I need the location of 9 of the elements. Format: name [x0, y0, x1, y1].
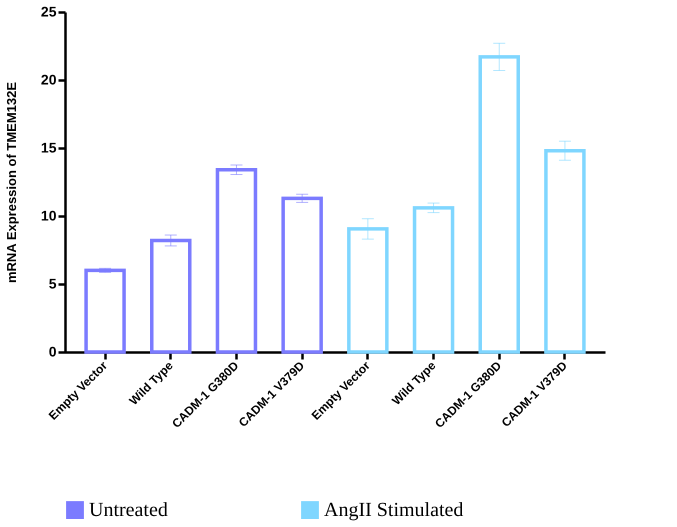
- y-tick-label: 25: [40, 4, 57, 20]
- y-axis-title: mRNA Expression of TMEM132E: [4, 82, 19, 284]
- legend-label: Untreated: [89, 499, 168, 522]
- y-tick-label: 0: [48, 344, 57, 360]
- legend-label: AngII Stimulated: [324, 499, 464, 522]
- y-tick-label: 10: [40, 208, 57, 224]
- y-tick-label: 5: [48, 276, 57, 292]
- y-tick-label: 15: [40, 140, 57, 156]
- y-tick-label: 20: [40, 72, 57, 88]
